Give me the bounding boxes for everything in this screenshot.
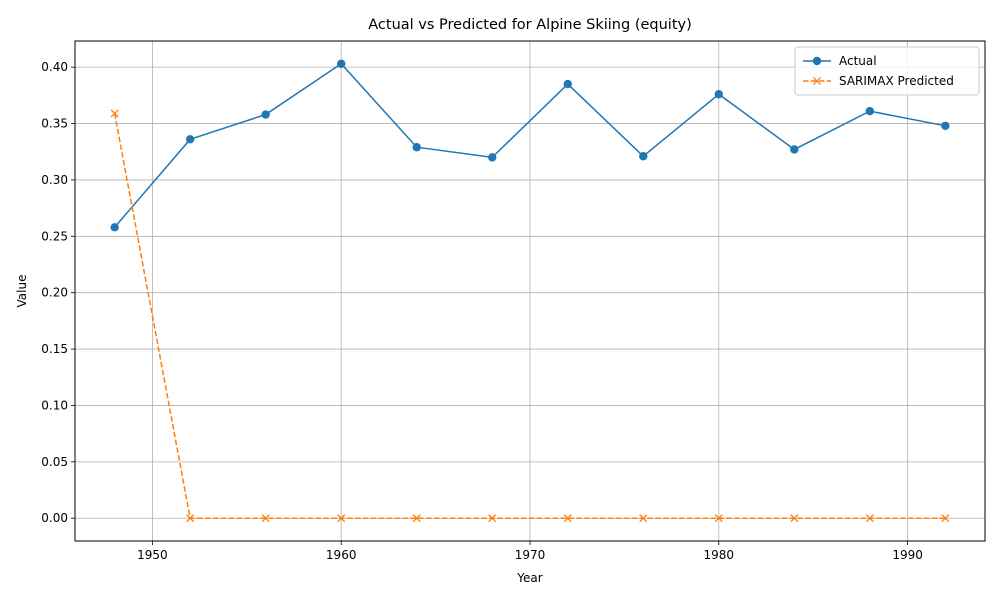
series-line — [114, 62, 946, 228]
y-tick-label: 0.35 — [41, 117, 68, 131]
legend: Actual SARIMAX Predicted — [794, 46, 980, 96]
x-tick-label: 1970 — [515, 548, 546, 562]
data-point-marker — [941, 121, 950, 130]
data-point-marker — [639, 514, 648, 523]
x-tick-label: 1960 — [326, 548, 357, 562]
x-axis-label: Year — [516, 571, 542, 585]
x-tick-label: 1950 — [137, 548, 168, 562]
data-point-marker — [865, 106, 875, 116]
data-point-marker — [865, 514, 874, 523]
y-tick-label: 0.15 — [41, 342, 68, 356]
data-point-marker — [337, 59, 346, 68]
y-axis-label: Value — [15, 275, 29, 308]
data-point-marker — [261, 110, 270, 119]
data-point-marker — [412, 514, 421, 523]
legend-label: Actual — [839, 54, 877, 68]
data-point-marker — [412, 143, 421, 152]
data-point-marker — [337, 514, 346, 523]
series-2 — [110, 109, 950, 523]
series-line — [113, 113, 946, 519]
legend-marker — [812, 56, 822, 66]
legend-item: SARIMAX Predicted — [803, 74, 954, 88]
chart-title: Actual vs Predicted for Alpine Skiing (e… — [368, 17, 692, 33]
y-tick-label: 0.30 — [41, 173, 68, 187]
legend-item: Actual — [803, 54, 877, 68]
legend-marker — [812, 76, 822, 86]
data-point-marker — [186, 514, 195, 523]
data-point-marker — [714, 514, 723, 523]
x-tick-label: 1980 — [704, 548, 735, 562]
legend-label: SARIMAX Predicted — [839, 74, 954, 88]
y-tick-label: 0.25 — [41, 229, 68, 243]
data-point-marker — [488, 153, 497, 162]
x-tick-label: 1990 — [892, 548, 923, 562]
y-tick-label: 0.05 — [41, 455, 68, 469]
y-tick-label: 0.10 — [41, 398, 68, 412]
data-point-marker — [639, 152, 648, 161]
data-point-marker — [790, 145, 799, 154]
x-axis-ticks: 1950 1960 1970 1980 1990 — [137, 541, 923, 562]
legend-box — [794, 46, 980, 96]
grid-lines — [75, 41, 985, 541]
data-point-marker — [790, 514, 799, 523]
data-point-marker — [563, 79, 572, 89]
data-point-marker — [110, 223, 119, 232]
data-point-marker — [563, 514, 572, 523]
data-point-marker — [110, 109, 119, 118]
data-point-marker — [185, 135, 195, 144]
data-point-marker — [488, 514, 497, 523]
series-1 — [110, 59, 950, 232]
data-point-marker — [714, 90, 723, 99]
series-group — [110, 59, 950, 523]
data-point-marker — [941, 514, 950, 523]
y-axis-ticks: 0.00 0.05 0.10 0.15 0.20 0.25 0.30 0.35 0.40 — [41, 60, 75, 525]
data-point-marker — [261, 514, 270, 523]
y-tick-label: 0.20 — [41, 286, 68, 300]
y-tick-label: 0.40 — [41, 60, 68, 74]
y-tick-label: 0.00 — [41, 511, 68, 525]
